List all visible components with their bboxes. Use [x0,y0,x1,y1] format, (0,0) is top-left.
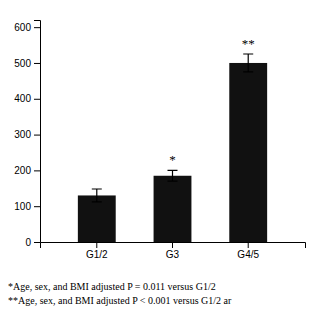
y-tick-label: 200 [14,165,31,176]
error-bar [92,189,102,202]
y-tick-label: 400 [14,93,31,104]
x-tick-mark [96,242,97,248]
y-tick: 600 [14,22,40,33]
bar [154,176,192,242]
plot: 0 100 200 300 400 500 600 G1/2 G3 G4/5 [14,21,305,261]
marks [78,54,267,242]
footnote: **Age, sex, and BMI adjusted P < 0.001 v… [8,295,232,306]
y-tick-mark [34,135,40,136]
annotations: ****Age, sex, and BMI adjusted P = 0.011… [8,36,255,306]
x-tick: G3 [166,242,180,260]
x-tick-label: G1/2 [86,249,108,260]
x-axis: G1/2 G3 G4/5 [41,242,306,260]
y-tick-mark [34,170,40,171]
y-tick-label: 0 [25,237,31,248]
x-tick-mark [172,242,173,248]
footnote: *Age, sex, and BMI adjusted P = 0.011 ve… [8,281,216,292]
chart: 0100200300400500600G1/2G3G4/5****Age, se… [0,0,320,320]
y-tick: 100 [14,201,40,212]
error-bar [243,54,253,72]
x-axis-line [41,243,306,249]
y-tick: 0 [25,237,40,248]
x-tick-label: G3 [166,249,180,260]
x-tick: G4/5 [237,242,259,260]
error-bar [168,170,178,181]
bar [229,63,267,242]
y-tick-label: 600 [14,22,31,33]
significance-marker: ** [242,36,255,51]
y-tick: 200 [14,165,40,176]
y-tick: 400 [14,93,40,104]
y-axis-line [34,21,41,243]
y-tick-label: 500 [14,58,31,69]
y-tick-mark [34,63,40,64]
significance-marker: * [169,152,176,167]
y-tick-label: 300 [14,129,31,140]
y-tick-mark [34,99,40,100]
y-axis: 0 100 200 300 400 500 600 [14,21,40,248]
y-tick-label: 100 [14,201,31,212]
y-tick-mark [34,27,40,28]
y-tick: 500 [14,58,40,69]
x-tick-mark [248,242,249,248]
y-tick-mark [34,206,40,207]
x-tick: G1/2 [86,242,108,260]
y-tick: 300 [14,129,40,140]
y-tick-mark [34,242,40,243]
x-tick-label: G4/5 [237,249,259,260]
